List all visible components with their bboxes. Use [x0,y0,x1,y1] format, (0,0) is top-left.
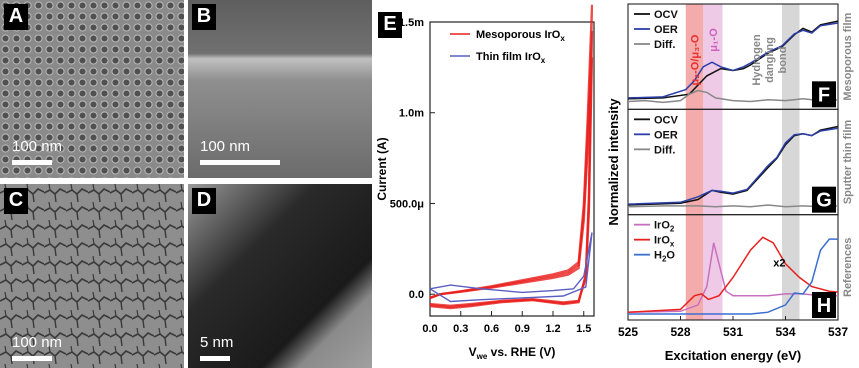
xas-curve-h2o [628,238,838,315]
cv-y-tick-label: 0.0 [409,289,424,301]
panel-letter-d: D [192,188,216,214]
mesoporous-cv-curve [429,31,594,309]
micrograph-d: D 5 nm [188,184,372,368]
panel-letter-b: B [192,4,216,30]
xas-band-0 [685,4,704,320]
cv-x-tick-label: 0.6 [484,323,499,335]
panel-letter-c: C [4,188,28,214]
xas-legend-label: IrO2 [654,220,675,234]
xas-x-tick-label: 528 [670,325,690,339]
micrograph-c: C 100 nm [0,184,184,368]
xas-legend-label: OER [654,129,678,141]
scale-label-c: 100 nm [12,334,63,351]
scale-label-b: 100 nm [200,138,251,155]
micrograph-b-image [188,0,372,178]
xas-legend-label: H2O [654,250,675,264]
thin-film-cv-curve [429,232,593,303]
cv-y-axis-label: Current (A) [375,137,389,200]
xas-side-label: Sputter thin film [842,120,854,205]
band-label-hydrogen: dangling [764,37,776,83]
cv-y-tick-label: 1.0m [399,108,424,120]
micrograph-a-image [0,0,184,178]
xas-legend-label: Diff. [654,144,675,156]
panel-letter-bg-h [812,292,836,318]
xas-legend-label: Diff. [654,39,675,51]
band-label-hydrogen: Hydrogen [751,34,763,86]
xas-band-1 [703,4,723,320]
mesoporous-cv-curve [429,4,594,310]
panel-letter-bg-g [812,186,836,213]
xas-x-tick-label: 531 [723,325,743,339]
cv-plot-frame [429,21,595,317]
panel-letter-f: F [818,84,830,106]
xas-side-label: Mesoporous film [842,12,854,100]
xas-annotation: x2 [773,258,785,270]
xas-curve-ocv [627,20,839,100]
scale-bar-a [12,160,52,165]
micrograph-a: A 100 nm [0,0,184,178]
xas-curve-oer [627,127,839,205]
scale-bar-b [200,160,280,165]
cv-legend-label: Thin film IrOx [476,51,546,65]
scale-label-d: 5 nm [200,334,234,351]
band-label-mu2-mu3: μ₂-O/μ₃-O [690,34,702,85]
band-label-hydrogen: bond [777,47,789,74]
xas-side-label: References [842,238,854,297]
xas-curve-irox [627,236,839,313]
scale-bar-d [200,356,230,361]
scale-label-a: 100 nm [12,138,63,155]
mesoporous-cv-curve [429,57,594,307]
xas-curve-diff [627,89,839,104]
xas-curve-oer [627,22,839,99]
cv-chart: 0.0 0.3 0.6 0.9 1.2 1.5 0.0 500.0μ 1.0m 1.5m Vwe v… [375,4,595,361]
cv-x-tick-label: 0.9 [515,323,530,335]
xas-legend-label: OCV [654,9,679,21]
xas-y-axis-label: Normalized intensity [606,98,621,226]
xas-legend-label: OCV [654,114,679,126]
panel-letter-h: H [817,295,831,317]
xas-x-tick-label: 534 [775,325,795,339]
cv-x-tick-label: 0.0 [422,323,437,335]
panel-letter-e: E [378,12,402,38]
xas-x-tick-label: 525 [618,325,638,339]
xas-curve-diff [627,204,839,208]
xas-legend-label: OER [654,24,678,36]
scale-bar-c [12,356,52,361]
micrograph-c-image [0,184,184,368]
cv-x-tick-label: 1.2 [545,323,560,335]
cv-legend-label: Mesoporous IrOx [476,29,565,43]
cv-y-tick-label: 1.5m [399,17,424,29]
xas-band-2 [782,4,800,320]
xas-x-tick-label: 537 [828,325,848,339]
micrograph-b: B 100 nm [188,0,372,178]
micrograph-d-image [188,184,372,368]
band-label-mu1: μ₁-O [708,28,720,52]
xas-legend-label: IrOx [654,235,675,249]
cv-y-tick-label: 500.0μ [390,198,424,210]
xas-chart: OCV OER Diff. F Mesoporous film OCV OER Diff. G S… [606,3,854,363]
cv-x-tick-label: 0.3 [453,323,468,335]
panel-letter-a: A [4,4,28,30]
panel-letter-g: G [816,190,832,212]
cv-x-axis-label: Vwe vs. RHE (V) [469,345,556,361]
xas-x-axis-label: Excitation energy (eV) [665,348,802,363]
cv-x-tick-label: 1.5 [576,323,591,335]
panel-letter-bg-f [812,81,836,108]
